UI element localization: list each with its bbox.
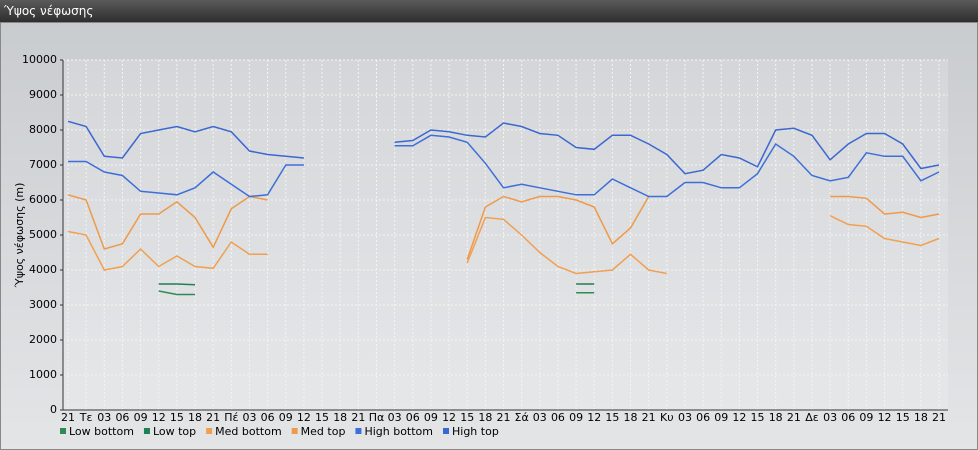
y-tick-label: 9000: [29, 88, 57, 101]
x-tick-label: 18: [624, 411, 638, 424]
legend-label: Med bottom: [215, 425, 282, 438]
x-tick-label: 18: [333, 411, 347, 424]
series-line: [158, 283, 595, 286]
window-title: Ύψος νέφωσης: [0, 0, 978, 22]
x-tick-label: 15: [170, 411, 184, 424]
x-tick-label: Σά: [515, 411, 529, 424]
y-tick-label: 5000: [29, 228, 57, 241]
x-tick-label: 12: [732, 411, 746, 424]
x-tick-label: 06: [551, 411, 565, 424]
x-tick-label: 06: [841, 411, 855, 424]
x-tick-label: 15: [315, 411, 329, 424]
x-tick-label: 21: [61, 411, 75, 424]
x-tick-label: 12: [587, 411, 601, 424]
legend-swatch: [291, 428, 298, 434]
x-tick-label: Πέ: [224, 411, 238, 424]
y-tick-label: 3000: [29, 298, 57, 311]
y-tick-label: 6000: [29, 193, 57, 206]
x-tick-label: 21: [497, 411, 511, 424]
y-tick-label: 0: [50, 403, 57, 416]
x-tick-label: 21: [932, 411, 946, 424]
x-tick-label: Πα: [369, 411, 385, 424]
x-tick-label: 15: [605, 411, 619, 424]
x-tick-label: 03: [388, 411, 402, 424]
x-tick-label: 21: [787, 411, 801, 424]
y-tick-label: 7000: [29, 158, 57, 171]
x-tick-label: 06: [261, 411, 275, 424]
x-tick-label: 09: [134, 411, 148, 424]
x-tick-label: 09: [569, 411, 583, 424]
x-tick-label: 21: [351, 411, 365, 424]
x-tick-label: 15: [751, 411, 765, 424]
x-tick-label: 09: [859, 411, 873, 424]
series-line: [67, 120, 940, 175]
y-tick-label: 10000: [22, 53, 57, 66]
x-tick-label: 18: [478, 411, 492, 424]
y-tick-label: 2000: [29, 333, 57, 346]
x-tick-label: 15: [896, 411, 910, 424]
x-tick-label: 21: [206, 411, 220, 424]
x-tick-label: 06: [406, 411, 420, 424]
legend-label: High top: [452, 425, 499, 438]
x-tick-label: Κυ: [660, 411, 674, 424]
x-tick-label: Δε: [805, 411, 819, 424]
x-tick-label: 06: [115, 411, 129, 424]
y-tick-label: 8000: [29, 123, 57, 136]
chart: Ύψος νέφωσης (m) 0 1000 2000 3000 4000 5000 60…: [0, 22, 978, 450]
x-tick-label: 03: [823, 411, 837, 424]
legend-label: Med top: [301, 425, 346, 438]
x-tick-label: 15: [460, 411, 474, 424]
x-tick-label: 21: [642, 411, 656, 424]
x-tick-label: Τε: [79, 411, 93, 424]
x-tick-label: 12: [297, 411, 311, 424]
x-tick-label: 03: [678, 411, 692, 424]
legend-label: Low bottom: [69, 425, 134, 438]
x-tick-label: 06: [696, 411, 710, 424]
y-tick-label: 1000: [29, 368, 57, 381]
x-tick-label: 09: [279, 411, 293, 424]
series-line: [67, 194, 940, 260]
legend-label: Low top: [153, 425, 196, 438]
series-line: [68, 134, 940, 198]
legend-label: High bottom: [364, 425, 433, 438]
legend-swatch: [443, 428, 449, 434]
legend-swatch: [60, 428, 66, 434]
series-line: [158, 290, 595, 296]
legend-swatch: [355, 428, 362, 434]
x-tick-label: 12: [442, 411, 456, 424]
x-tick-label: 03: [97, 411, 111, 424]
y-axis-label: Ύψος νέφωσης (m): [13, 183, 26, 289]
series-line: [67, 215, 940, 275]
x-tick-label: 09: [714, 411, 728, 424]
x-tick-label: 18: [188, 411, 202, 424]
x-tick-label: 18: [769, 411, 783, 424]
legend-swatch: [143, 428, 150, 434]
x-tick-label: 03: [242, 411, 256, 424]
x-tick-label: 09: [424, 411, 438, 424]
y-tick-label: 4000: [29, 263, 57, 276]
x-tick-label: 03: [533, 411, 547, 424]
x-tick-label: 12: [878, 411, 892, 424]
x-tick-label: 12: [152, 411, 166, 424]
x-tick-label: 18: [914, 411, 928, 424]
legend-swatch: [206, 428, 213, 434]
